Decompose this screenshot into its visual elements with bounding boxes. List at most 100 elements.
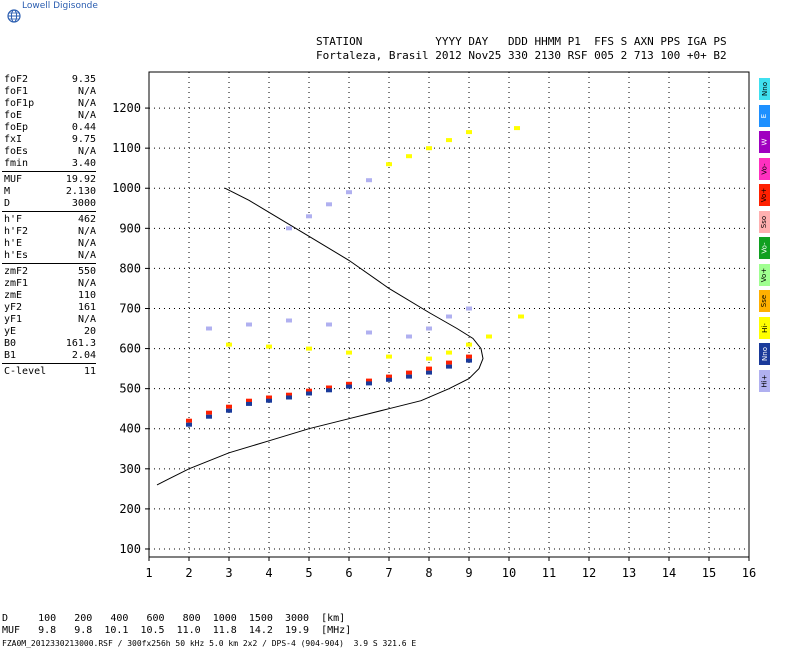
echo-point [366,381,372,386]
legend-label: Vo+ [760,267,769,282]
parameter-value: 462 [77,214,96,225]
x-tick-label: 13 [622,566,636,580]
echo-point [514,126,520,131]
echo-point [346,190,352,195]
echo-point [466,342,472,347]
legend-label: Vo+ [760,187,769,203]
parameter-row: foE N/A [4,110,96,122]
parameter-name: B1 [4,350,17,361]
parameter-name: zmF1 [4,278,29,289]
parameter-row: foEp 0.44 [4,122,96,134]
y-tick-label: 800 [119,261,141,275]
echo-point [326,322,332,327]
legend-swatch: Sso [759,210,770,233]
parameter-name: D [4,198,11,209]
parameter-value: N/A [77,98,96,109]
parameter-row: fmin 3.40 [4,158,96,170]
footer-file-info: FZA0M_2012330213000.RSF / 300fx256h 50 k… [2,639,417,648]
legend-swatch: E [759,104,770,127]
parameter-name: foEp [4,122,29,133]
legend-label: Vo- [760,162,769,175]
plot-frame [148,71,750,558]
parameter-value: 3.40 [71,158,96,169]
parameter-name: zmF2 [4,266,29,277]
legend-swatch: W [759,131,770,153]
y-tick-label: 200 [119,502,141,516]
x-tick-label: 14 [662,566,676,580]
echo-point [366,378,372,383]
legend-label: Hi- [760,322,769,333]
parameter-name: C-level [4,366,47,377]
echo-point [466,354,472,359]
echo-point [246,322,252,327]
parameter-value: N/A [77,146,96,157]
x-tick-label: 4 [265,566,272,580]
parameter-row: h'F2 N/A [4,226,96,238]
parameter-row: B0 161.3 [4,338,96,350]
globe-logo-icon [7,8,21,23]
echo-point [406,374,412,379]
parameter-row: yE 20 [4,326,96,338]
echo-point [226,342,232,347]
header-line-2: Fortaleza, Brasil 2012 Nov25 330 2130 RS… [316,49,727,62]
parameter-row: yF1 N/A [4,314,96,326]
parameter-name: h'Es [4,250,29,261]
x-tick-label: 11 [542,566,556,580]
y-tick-label: 1100 [112,141,141,155]
parameter-value: 161.3 [65,338,96,349]
legend-label: Vo- [760,242,769,254]
echo-point [186,422,192,427]
profile-curve [156,187,484,486]
echo-point [206,326,212,331]
echo-point [286,392,292,397]
parameter-row: D 3000 [4,198,96,210]
parameter-value: 9.35 [71,74,96,85]
echo-point [426,366,432,371]
parameter-row: foF2 9.35 [4,74,96,86]
parameter-name: foF1p [4,98,35,109]
x-tick-label: 3 [225,566,232,580]
parameter-name: fxI [4,134,23,145]
parameter-value: N/A [77,226,96,237]
x-tick-label: 5 [305,566,312,580]
parameter-row: MUF 19.92 [4,174,96,186]
echo-point [186,418,192,423]
y-tick-label: 900 [119,221,141,235]
echo-point [306,214,312,219]
echo-point [466,130,472,135]
echo-point [426,356,432,361]
echo-point [326,202,332,207]
parameter-value: 20 [83,326,96,337]
footer-distance-row: D 100 200 400 600 800 1000 1500 3000 [km… [2,613,346,624]
parameter-row: zmF2 550 [4,266,96,278]
parameter-name: yE [4,326,17,337]
y-tick-label: 1200 [112,101,141,115]
x-tick-label: 1 [145,566,152,580]
parameter-separator [2,211,96,212]
echo-point [266,398,272,403]
y-tick-label: 400 [119,422,141,436]
echo-point [286,395,292,400]
y-tick-label: 700 [119,301,141,315]
parameter-row: foF1 N/A [4,86,96,98]
parameter-row: h'Es N/A [4,250,96,262]
x-tick-label: 12 [582,566,596,580]
parameter-name: yF2 [4,302,23,313]
parameter-value: N/A [77,278,96,289]
parameter-name: foE [4,110,23,121]
x-tick-label: 15 [702,566,716,580]
echo-point [246,401,252,406]
echo-point [246,398,252,403]
x-tick-label: 7 [385,566,392,580]
legend-swatch: Vo+ [759,184,770,206]
echo-point [206,414,212,419]
echo-point [426,146,432,151]
echo-point [326,388,332,393]
echo-point [226,408,232,413]
parameter-name: zmE [4,290,23,301]
legend-swatch: Sse [759,290,770,312]
parameter-name: B0 [4,338,17,349]
echo-point [346,381,352,386]
echo-point [406,370,412,375]
legend-swatch: Vo- [759,237,770,259]
